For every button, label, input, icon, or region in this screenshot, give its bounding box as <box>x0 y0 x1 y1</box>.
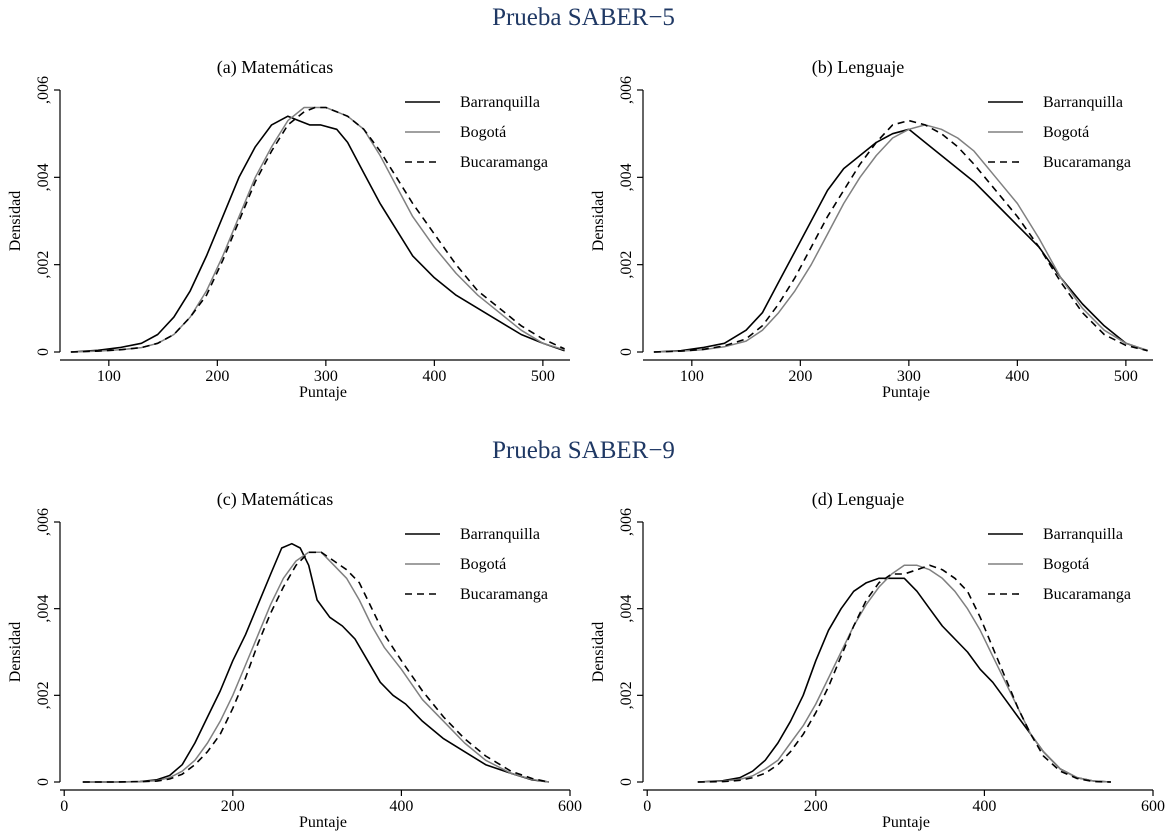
x-tick-label: 100 <box>97 368 121 385</box>
y-axis-title: Densidad <box>7 622 24 682</box>
y-tick-label: ,004 <box>618 595 635 623</box>
x-tick-label: 400 <box>389 798 413 815</box>
y-tick-label: ,002 <box>618 251 635 279</box>
series-line-bucaramanga <box>653 119 1148 353</box>
y-tick-label: ,006 <box>618 508 635 536</box>
x-tick-label: 400 <box>972 798 996 815</box>
x-tick-label: 200 <box>804 798 828 815</box>
legend-label: Bogotá <box>460 556 506 573</box>
legend-label: Barranquilla <box>460 94 540 111</box>
series-line-bogot <box>697 564 1111 783</box>
chart-title: (c) Matemáticas <box>217 489 333 510</box>
y-axis-title: Densidad <box>7 191 24 251</box>
y-tick-label: ,004 <box>35 595 52 623</box>
y-axis-title: Densidad <box>590 191 607 251</box>
y-tick-label: ,002 <box>35 251 52 279</box>
series-line-bogot <box>82 551 550 783</box>
x-axis-title: Puntaje <box>882 384 930 401</box>
section-title-saber9: Prueba SABER−9 <box>492 437 675 464</box>
legend-label: Barranquilla <box>1043 526 1123 543</box>
x-tick-label: 100 <box>680 368 704 385</box>
legend-label: Bucaramanga <box>460 154 548 171</box>
chart-title: (b) Lenguaje <box>812 57 904 78</box>
chart-title: (a) Matemáticas <box>217 57 333 78</box>
x-tick-label: 200 <box>221 798 245 815</box>
legend-label: Barranquilla <box>460 526 540 543</box>
x-axis-title: Puntaje <box>882 814 930 831</box>
y-tick-label: 0 <box>35 778 52 786</box>
x-tick-label: 500 <box>1114 368 1138 385</box>
y-axis-title: Densidad <box>590 622 607 682</box>
section-title-saber5: Prueba SABER−5 <box>492 4 675 31</box>
series-line-barranquilla <box>653 128 1148 353</box>
legend-label: Bogotá <box>460 124 506 141</box>
y-tick-label: 0 <box>618 778 635 786</box>
y-tick-label: ,006 <box>35 76 52 104</box>
chart-title: (d) Lenguaje <box>812 489 904 510</box>
y-tick-label: ,002 <box>618 681 635 709</box>
y-tick-label: ,004 <box>35 163 52 191</box>
legend-label: Bogotá <box>1043 556 1089 573</box>
x-axis-title: Puntaje <box>299 384 347 401</box>
series-line-bogot <box>653 124 1148 353</box>
y-tick-label: 0 <box>35 348 52 356</box>
chart-panel-a: (a) Matemáticas 0 ,002 ,004 ,006 100 200 300 400… <box>7 57 570 401</box>
x-axis-title: Puntaje <box>299 814 347 831</box>
legend-label: Barranquilla <box>1043 94 1123 111</box>
y-tick-label: 0 <box>618 348 635 356</box>
x-tick-label: 300 <box>897 368 921 385</box>
legend-label: Bucaramanga <box>1043 154 1131 171</box>
series-line-barranquilla <box>82 542 550 783</box>
x-tick-label: 200 <box>205 368 229 385</box>
legend-label: Bucaramanga <box>1043 586 1131 603</box>
series-line-bucaramanga <box>70 106 565 353</box>
legend-label: Bogotá <box>1043 124 1089 141</box>
x-tick-label: 300 <box>314 368 338 385</box>
series-line-bucaramanga <box>82 551 550 783</box>
x-tick-label: 400 <box>422 368 446 385</box>
x-tick-label: 500 <box>531 368 555 385</box>
x-tick-label: 600 <box>1141 798 1165 815</box>
x-tick-label: 200 <box>788 368 812 385</box>
legend-label: Bucaramanga <box>460 586 548 603</box>
x-tick-label: 0 <box>643 798 651 815</box>
chart-panel-b: (b) Lenguaje 0 ,002 ,004 ,006 100 200 300 400 500… <box>590 57 1153 401</box>
x-tick-label: 400 <box>1005 368 1029 385</box>
chart-panel-c: (c) Matemáticas 0 ,002 ,004 ,006 0 200 400 600 Pu… <box>7 489 582 831</box>
x-tick-label: 0 <box>60 798 68 815</box>
y-tick-label: ,006 <box>618 76 635 104</box>
y-tick-label: ,002 <box>35 681 52 709</box>
chart-panel-d: (d) Lenguaje 0 ,002 ,004 ,006 0 200 400 600 Punta… <box>590 489 1165 831</box>
series-line-barranquilla <box>70 115 565 353</box>
y-tick-label: ,004 <box>618 163 635 191</box>
series-line-barranquilla <box>697 577 1111 783</box>
y-tick-label: ,006 <box>35 508 52 536</box>
x-tick-label: 600 <box>558 798 582 815</box>
